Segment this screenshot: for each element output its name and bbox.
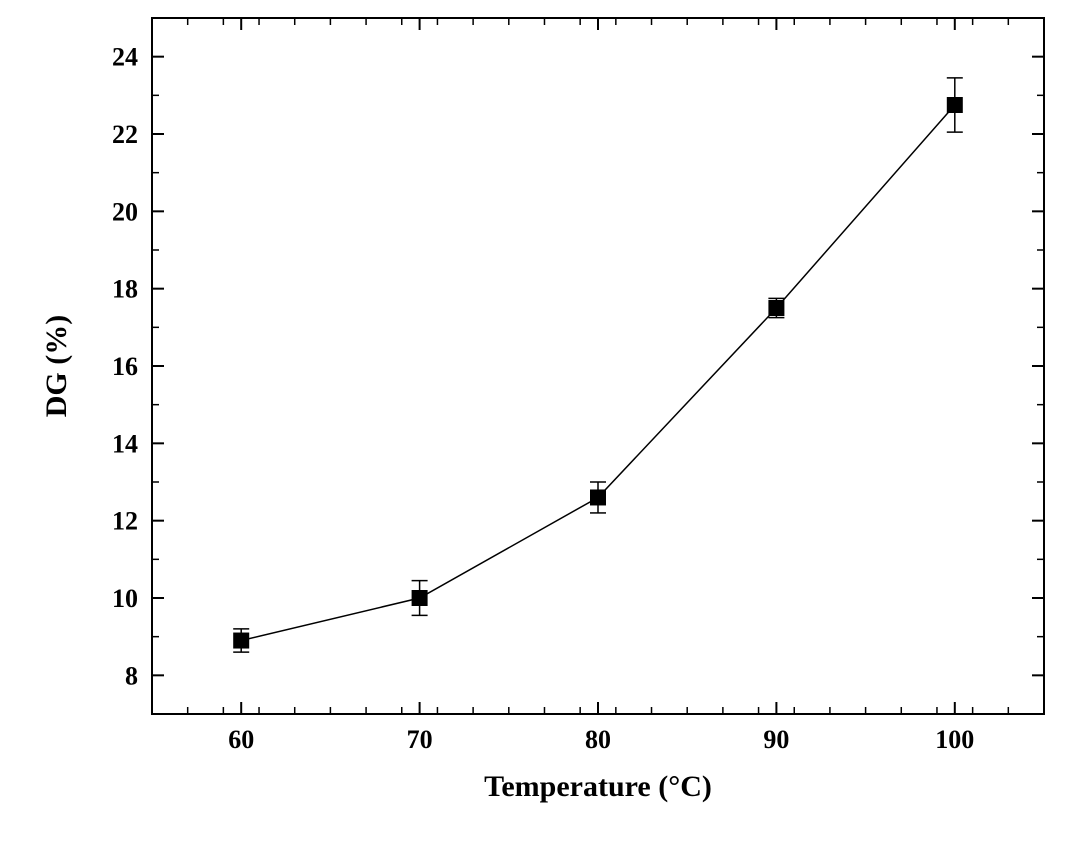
data-marker: [768, 300, 784, 316]
y-tick-label: 14: [112, 429, 138, 458]
x-tick-label: 60: [228, 725, 254, 754]
y-tick-label: 12: [112, 507, 138, 536]
y-tick-label: 18: [112, 275, 138, 304]
y-tick-label: 8: [125, 661, 138, 690]
y-tick-label: 10: [112, 584, 138, 613]
y-tick-label: 24: [112, 43, 138, 72]
data-marker: [233, 633, 249, 649]
data-marker: [412, 590, 428, 606]
x-tick-label: 100: [935, 725, 974, 754]
x-tick-label: 70: [407, 725, 433, 754]
x-tick-label: 90: [763, 725, 789, 754]
x-axis-title: Temperature (°C): [484, 770, 712, 803]
data-marker: [590, 489, 606, 505]
chart-svg: 60 70 80 90 100 8 10 12 14 16 18 20 22 24 Temperature …: [0, 0, 1086, 846]
y-tick-label: 16: [112, 352, 138, 381]
y-tick-label: 20: [112, 197, 138, 226]
x-tick-label: 80: [585, 725, 611, 754]
chart-container: 60 70 80 90 100 8 10 12 14 16 18 20 22 24 Temperature …: [0, 0, 1086, 846]
series-line: [241, 105, 955, 641]
plot-frame: [152, 18, 1044, 714]
y-tick-label: 22: [112, 120, 138, 149]
y-axis-title: DG (%): [40, 315, 73, 417]
data-marker: [947, 97, 963, 113]
